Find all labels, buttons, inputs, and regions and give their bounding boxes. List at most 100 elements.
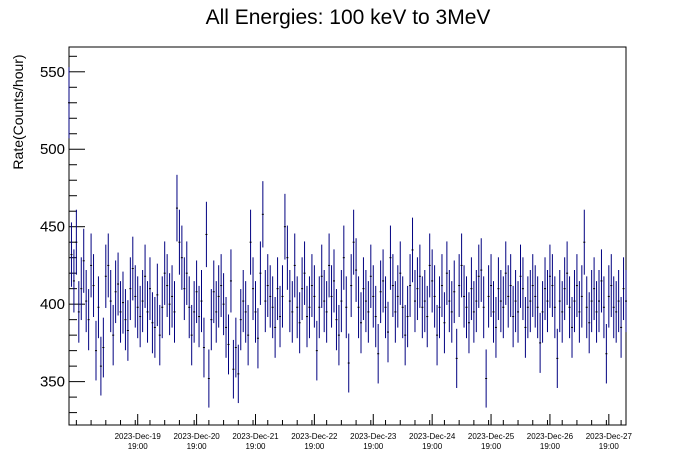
data-point (617, 270, 620, 333)
data-point (252, 257, 255, 321)
data-point (524, 297, 527, 358)
data-point (413, 270, 416, 333)
data-point (193, 281, 196, 343)
data-point (126, 300, 129, 361)
y-tick-label: 350 (40, 374, 65, 391)
data-point (593, 257, 596, 321)
data-point (80, 257, 83, 321)
data-point (239, 289, 242, 351)
data-point (355, 238, 358, 302)
data-point (391, 254, 394, 318)
data-point (426, 285, 429, 348)
x-tick-time: 19:00 (540, 442, 561, 451)
data-point (374, 285, 377, 348)
data-point (487, 265, 490, 328)
data-point (445, 241, 448, 305)
data-point (205, 201, 208, 268)
data-point (480, 238, 483, 302)
data-point (556, 328, 559, 388)
data-point (97, 276, 100, 339)
data-point (318, 276, 321, 339)
x-tick-date: 2023-Dec-21 (232, 432, 279, 441)
x-tick-date: 2023-Dec-20 (173, 432, 220, 441)
data-point (288, 270, 291, 333)
data-point (328, 233, 331, 298)
data-point (185, 241, 188, 305)
data-point (345, 276, 348, 339)
data-point (114, 260, 117, 324)
x-tick-time: 19:00 (128, 442, 149, 451)
x-tick-time: 19:00 (245, 442, 266, 451)
data-point (580, 265, 583, 328)
data-point (70, 222, 73, 287)
data-point (180, 225, 183, 290)
data-point (406, 285, 409, 348)
data-point (529, 270, 532, 333)
data-point (362, 257, 365, 321)
plot-frame (68, 46, 627, 426)
data-point (266, 254, 269, 318)
x-axis: 2023-Dec-1919:002023-Dec-2019:002023-Dec… (75, 414, 633, 451)
data-point (364, 270, 367, 333)
y-axis-label: Rate(Counts/hour) (10, 54, 26, 169)
data-points (68, 67, 627, 408)
data-point (568, 276, 571, 339)
data-point (107, 233, 110, 298)
data-point (244, 281, 247, 343)
data-point (600, 249, 603, 313)
data-point (175, 174, 178, 242)
data-point (325, 281, 328, 343)
data-point (377, 324, 380, 384)
data-point (261, 181, 264, 248)
data-point (521, 257, 524, 321)
data-point (541, 281, 544, 343)
data-point (200, 270, 203, 333)
data-point (575, 254, 578, 318)
data-point (274, 297, 277, 358)
x-tick-date: 2023-Dec-19 (115, 432, 162, 441)
data-point (372, 265, 375, 328)
data-point (492, 281, 495, 343)
data-point (153, 297, 156, 358)
data-point (431, 249, 434, 313)
data-point (323, 270, 326, 333)
data-point (443, 292, 446, 354)
data-point (340, 270, 343, 333)
data-point (563, 257, 566, 321)
data-point (212, 260, 215, 324)
data-point (134, 265, 137, 328)
data-point (546, 270, 549, 333)
data-point (296, 276, 299, 339)
data-point (315, 320, 318, 381)
data-point (458, 254, 461, 318)
data-point (229, 249, 232, 313)
data-point (198, 285, 201, 348)
data-point (148, 257, 151, 321)
data-point (423, 270, 426, 333)
data-point (301, 257, 304, 321)
x-tick-time: 19:00 (481, 442, 502, 451)
data-point (242, 270, 245, 333)
data-point (467, 292, 470, 354)
data-point (384, 276, 387, 339)
y-tick-label: 450 (40, 219, 65, 236)
data-point (72, 249, 75, 313)
x-tick-date: 2023-Dec-27 (586, 432, 633, 441)
data-point (188, 276, 191, 339)
data-point (293, 233, 296, 298)
data-point (502, 276, 505, 339)
data-point (156, 263, 159, 327)
data-point (215, 281, 218, 343)
data-point (416, 257, 419, 321)
data-point (68, 67, 70, 139)
data-point (139, 285, 142, 348)
data-point (173, 281, 176, 343)
data-point (109, 270, 112, 333)
data-point (247, 304, 250, 366)
data-point (583, 209, 586, 275)
data-point (399, 241, 402, 305)
data-point (151, 292, 154, 354)
x-tick-time: 19:00 (599, 442, 620, 451)
data-point (475, 270, 478, 333)
